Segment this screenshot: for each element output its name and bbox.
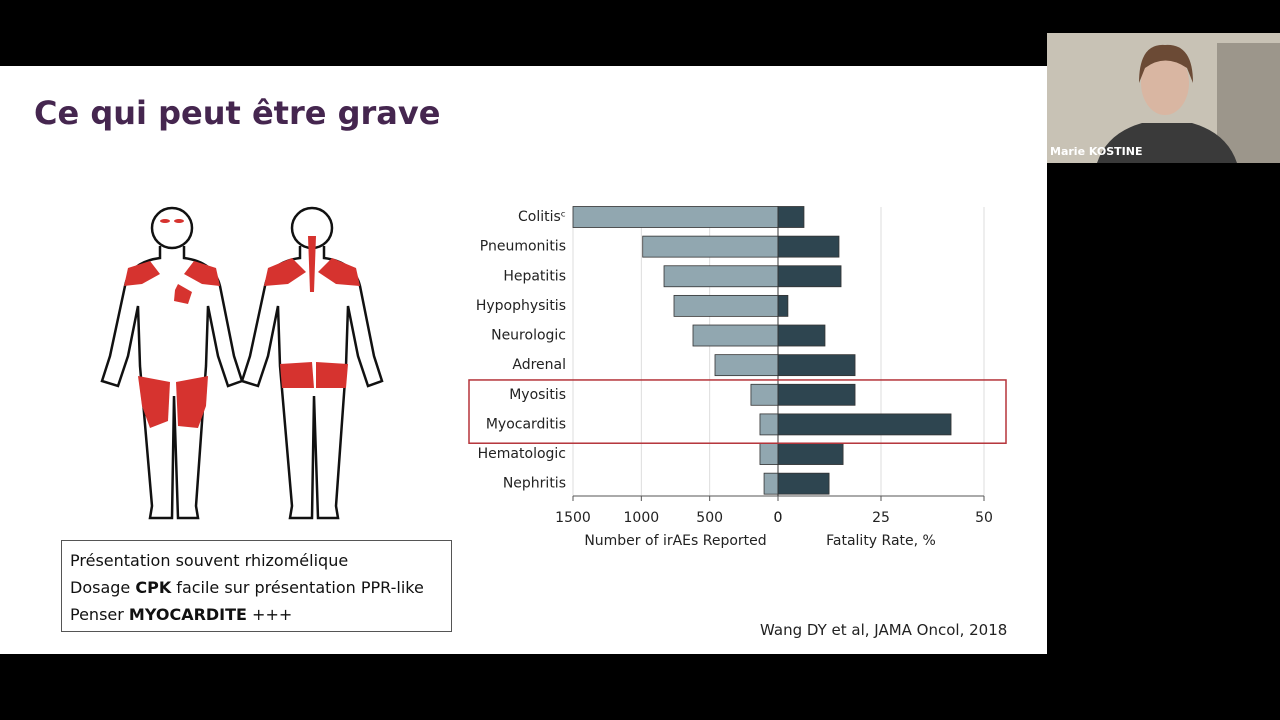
participant-name: Marie KOSTINE (1050, 145, 1143, 158)
bar (759, 443, 779, 465)
bar (692, 324, 779, 347)
y-tick-label: Pneumonitis (480, 239, 566, 255)
text-run: facile sur présentation PPR-like (171, 578, 424, 597)
bar (759, 413, 779, 436)
bar (777, 294, 789, 317)
y-tick-label: Hematologic (478, 446, 566, 462)
bar (673, 294, 779, 317)
bar (777, 443, 844, 465)
bar (777, 206, 805, 228)
x-tick-label: 50 (975, 510, 993, 526)
text-run: Penser (70, 605, 129, 624)
bar (777, 472, 830, 495)
x-tick-label: 25 (872, 510, 890, 526)
x-tick-label: 0 (774, 510, 783, 526)
webcam-tile: Marie KOSTINE (1047, 33, 1280, 163)
x-tick-label: 0 (774, 510, 783, 526)
text-line: Présentation souvent rhizomélique (70, 547, 443, 574)
y-tick-label: Myocarditis (486, 416, 566, 432)
x-tick-label: 1000 (624, 510, 660, 526)
highlight-box (468, 379, 1007, 444)
y-tick-label: Neurologic (491, 328, 566, 344)
x-tick-label: 1500 (555, 510, 591, 526)
text-run: CPK (135, 578, 172, 597)
x-axis-label: Fatality Rate, % (826, 533, 936, 549)
citation: Wang DY et al, JAMA Oncol, 2018 (760, 621, 1008, 639)
bar (763, 472, 779, 495)
bar (777, 324, 826, 347)
y-tick-label: Adrenal (512, 357, 566, 373)
y-tick-label: Nephritis (503, 476, 566, 492)
text-run: Présentation souvent rhizomélique (70, 551, 349, 570)
text-line: Dosage CPK facile sur présentation PPR-l… (70, 574, 443, 601)
bar (777, 383, 856, 406)
bar (663, 265, 779, 288)
x-tick-label: 500 (696, 510, 723, 526)
bar (777, 413, 952, 436)
bar (777, 265, 842, 288)
bar (750, 383, 779, 406)
webcam-video (1047, 33, 1280, 163)
slide: Ce qui peut être grave Présentation souv… (0, 66, 1047, 654)
text-run: +++ (246, 605, 293, 624)
bar (777, 235, 840, 258)
bar (642, 235, 779, 258)
bar (777, 354, 856, 377)
y-tick-label: Hepatitis (503, 268, 566, 284)
text-run: MYOCARDITE (128, 605, 247, 624)
text-run: Dosage (70, 578, 136, 597)
bar (572, 206, 779, 228)
y-tick-label: Colitisᶜ (518, 209, 566, 225)
text-box: Présentation souvent rhizomélique Dosage … (61, 540, 452, 632)
x-axis-label: Number of irAEs Reported (584, 533, 766, 549)
slide-title: Ce qui peut être grave (34, 94, 441, 132)
text-line: Penser MYOCARDITE +++ (70, 601, 443, 628)
body-figure (100, 206, 384, 520)
y-tick-label: Hypophysitis (476, 298, 566, 314)
y-tick-label: Myositis (509, 387, 566, 403)
bar (714, 354, 779, 377)
